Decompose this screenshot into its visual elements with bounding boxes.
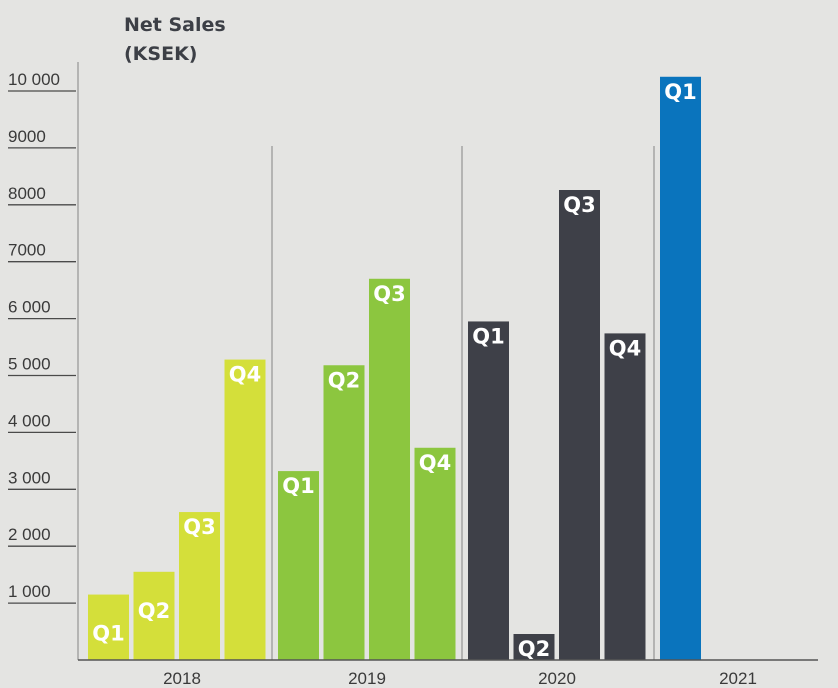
bar-label-2019-q3: Q3	[373, 282, 405, 306]
bar-label-2019-q1: Q1	[282, 474, 314, 498]
y-tick-label: 8000	[8, 184, 46, 203]
bar-label-2018-q4: Q4	[229, 363, 261, 387]
y-tick-label: 1 000	[8, 582, 51, 601]
y-tick-label: 5 000	[8, 355, 51, 374]
bar-2019-q4	[415, 448, 456, 660]
bar-label-2020-q1: Q1	[472, 324, 504, 348]
bar-label-2020-q3: Q3	[563, 193, 595, 217]
bar-label-2018-q3: Q3	[183, 515, 215, 539]
x-tick-label-2020: 2020	[538, 669, 576, 688]
bar-2018-q4	[225, 360, 266, 660]
x-axis-tick-labels: 2018 2019 2020 2021	[163, 669, 757, 688]
bar-label-2020-q2: Q2	[518, 637, 550, 661]
chart-title-line-2: (KSEK)	[124, 43, 197, 65]
bar-2020-q3	[559, 190, 600, 660]
y-tick-label: 2 000	[8, 525, 51, 544]
y-tick-label: 3 000	[8, 468, 51, 487]
bar-2020-q1	[468, 321, 509, 660]
y-tick-label: 4 000	[8, 411, 51, 430]
bar-2019-q2	[324, 365, 365, 660]
y-tick-label: 10 000	[8, 70, 60, 89]
bar-label-2018-q2: Q2	[138, 599, 170, 623]
chart-title-line-1: Net Sales	[124, 14, 226, 36]
bar-2021-q1	[660, 77, 701, 660]
bar-label-2019-q2: Q2	[328, 368, 360, 392]
bar-2019-q1	[278, 471, 319, 660]
y-tick-label: 9000	[8, 127, 46, 146]
y-tick-label: 7000	[8, 241, 46, 260]
x-tick-label-2019: 2019	[348, 669, 386, 688]
bar-label-2021-q1: Q1	[664, 80, 696, 104]
y-tick-label: 6 000	[8, 298, 51, 317]
y-axis-tick-labels: 1 000 2 000 3 000 4 000 5 000 6 000 7000 8000 90…	[8, 70, 60, 601]
x-tick-label-2018: 2018	[163, 669, 201, 688]
bar-label-2019-q4: Q4	[419, 451, 451, 475]
bar-2019-q3	[369, 279, 410, 660]
bar-label-2018-q1: Q1	[92, 622, 124, 646]
x-tick-label-2021: 2021	[719, 669, 757, 688]
bar-2020-q4	[605, 333, 646, 660]
bar-label-2020-q4: Q4	[609, 336, 641, 360]
bars: Q1 Q2 Q3 Q4 Q1 Q2 Q3 Q4 Q1 Q2 Q3 Q4 Q1	[88, 77, 701, 661]
